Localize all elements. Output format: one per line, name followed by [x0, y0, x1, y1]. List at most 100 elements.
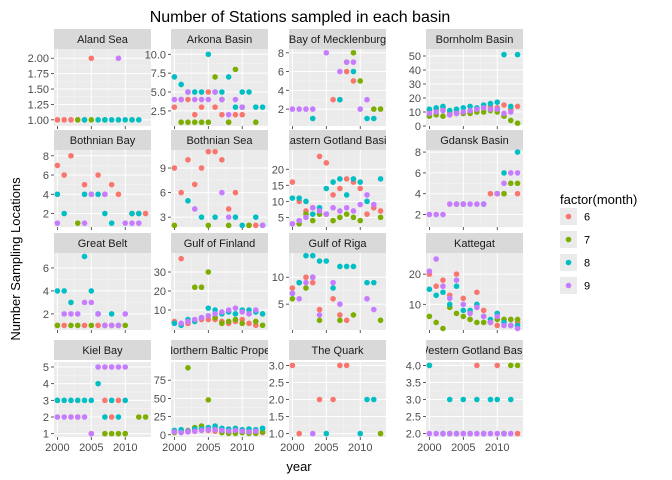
- point-month-9: [191, 96, 198, 103]
- point-month-7: [74, 117, 81, 123]
- point-month-9: [480, 105, 487, 111]
- point-month-6: [330, 396, 336, 403]
- point-month-6: [337, 185, 343, 192]
- point-month-9: [185, 89, 191, 95]
- point-month-8: [225, 74, 232, 80]
- point-month-8: [501, 51, 507, 58]
- point-month-6: [350, 78, 357, 84]
- point-month-9: [205, 426, 212, 433]
- point-month-6: [337, 312, 343, 318]
- point-month-6: [95, 322, 101, 329]
- point-month-9: [316, 208, 323, 214]
- point-month-8: [88, 397, 95, 404]
- point-month-6: [108, 414, 115, 420]
- point-month-9: [487, 106, 494, 112]
- panel-background: [54, 49, 151, 126]
- y-tick-label: 50: [154, 393, 166, 405]
- point-month-9: [309, 430, 316, 437]
- point-month-8: [487, 100, 494, 107]
- point-month-9: [323, 49, 330, 56]
- point-month-6: [81, 181, 88, 188]
- point-month-9: [289, 106, 296, 112]
- point-month-9: [330, 279, 336, 286]
- point-month-7: [303, 285, 309, 291]
- point-month-7: [232, 66, 239, 73]
- point-month-8: [74, 397, 81, 404]
- point-month-9: [467, 201, 473, 207]
- y-tick-label: 75: [154, 375, 166, 387]
- point-month-7: [225, 222, 232, 229]
- point-month-9: [95, 311, 101, 317]
- point-month-8: [102, 210, 108, 217]
- point-month-7: [178, 119, 184, 126]
- panel-aland-sea: Aland Sea 1.00 1.25 1.50 1.75 2.00: [28, 29, 151, 129]
- point-month-6: [102, 397, 108, 404]
- point-month-9: [357, 201, 364, 208]
- point-month-9: [239, 104, 246, 110]
- strip-background: [289, 340, 386, 360]
- point-month-9: [507, 430, 514, 437]
- strip-label: Great Belt: [78, 238, 128, 250]
- point-month-9: [219, 309, 225, 315]
- point-month-8: [309, 211, 316, 217]
- point-month-7: [212, 74, 218, 80]
- point-month-8: [377, 176, 384, 182]
- y-tick-label: 4: [43, 286, 49, 298]
- point-month-9: [343, 59, 350, 65]
- point-month-9: [115, 55, 122, 62]
- point-month-8: [494, 99, 501, 105]
- point-month-9: [446, 430, 453, 437]
- point-month-8: [239, 222, 246, 229]
- point-month-7: [68, 322, 74, 329]
- point-month-8: [252, 104, 259, 110]
- point-month-7: [460, 313, 467, 320]
- point-month-6: [232, 111, 239, 118]
- point-month-8: [364, 198, 370, 205]
- point-month-6: [289, 362, 296, 369]
- panel-background: [289, 49, 386, 126]
- y-tick-label: 2: [415, 210, 421, 222]
- point-month-8: [426, 106, 433, 112]
- point-month-9: [102, 322, 108, 329]
- panel-kiel-bay: Kiel Bay 1 2 3 4 5 2000 2005 2010: [43, 340, 151, 454]
- y-tick-label: 10: [409, 107, 421, 119]
- point-month-9: [296, 106, 302, 112]
- strip-label: Gdansk Basin: [440, 135, 508, 147]
- point-month-6: [212, 104, 218, 110]
- point-month-7: [171, 222, 178, 229]
- point-month-8: [446, 301, 453, 308]
- point-month-9: [68, 414, 74, 420]
- point-month-8: [453, 283, 460, 290]
- point-month-9: [460, 201, 467, 207]
- point-month-6: [487, 190, 494, 197]
- point-month-7: [289, 295, 296, 302]
- point-month-9: [68, 311, 74, 317]
- y-tick-label: 1.00: [28, 115, 49, 127]
- point-month-7: [337, 317, 343, 324]
- point-month-9: [212, 311, 218, 317]
- point-month-7: [377, 430, 384, 437]
- point-month-7: [507, 180, 514, 187]
- point-month-9: [501, 322, 507, 329]
- point-month-9: [54, 414, 61, 420]
- point-month-9: [61, 414, 67, 420]
- point-month-7: [185, 365, 191, 371]
- panel-bay-of-mecklenburg: Bay of Mecklenburg 2 4 6 8: [278, 29, 386, 129]
- point-month-9: [232, 427, 239, 434]
- y-tick-label: 7.5: [151, 68, 166, 80]
- point-month-9: [289, 220, 296, 227]
- point-month-8: [198, 214, 205, 220]
- strip-label: Kattegat: [454, 238, 495, 250]
- point-month-7: [225, 318, 232, 325]
- legend-key-month-8: [565, 259, 572, 266]
- point-month-9: [246, 429, 252, 435]
- y-tick-label: 8: [43, 151, 49, 163]
- point-month-8: [370, 115, 377, 122]
- point-month-6: [115, 191, 122, 198]
- y-tick-label: 6: [43, 263, 49, 275]
- point-month-8: [185, 197, 191, 204]
- point-month-6: [494, 362, 501, 369]
- point-month-6: [54, 117, 61, 123]
- point-month-6: [377, 208, 384, 214]
